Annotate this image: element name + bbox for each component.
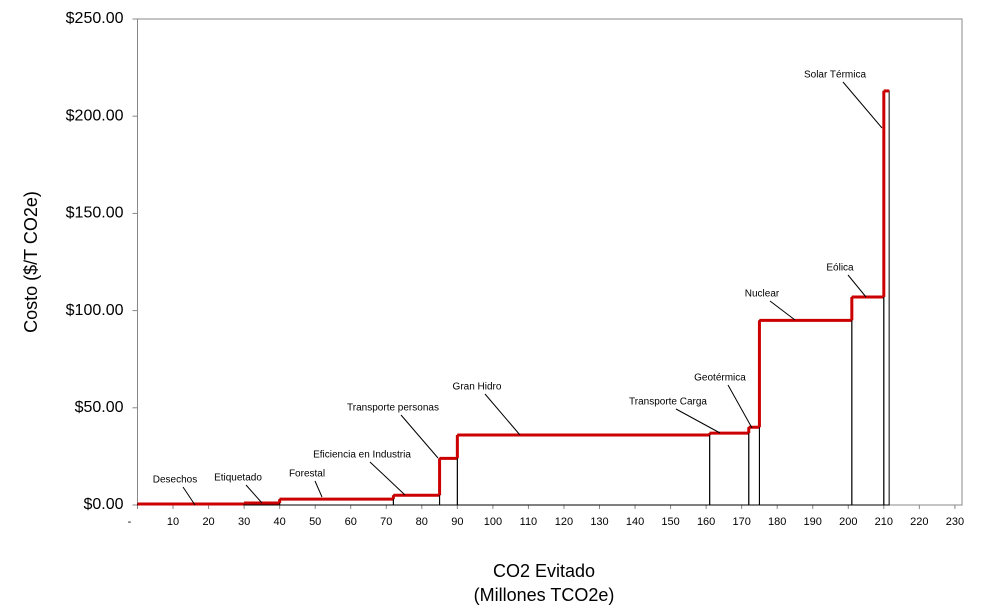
x-tick-label: 60 xyxy=(345,516,357,528)
x-tick-label: 170 xyxy=(732,516,750,528)
x-tick-label: 20 xyxy=(202,516,214,528)
leader-line xyxy=(769,300,796,321)
annotation: Eficiencia en Industria xyxy=(313,450,411,461)
x-tick-label: 140 xyxy=(626,516,644,528)
leader-line xyxy=(182,486,196,506)
leader-line xyxy=(675,408,721,434)
y-tick-label: $0.00 xyxy=(83,496,123,513)
x-tick-label: 150 xyxy=(661,516,679,528)
annotation: Etiquetado xyxy=(214,473,262,484)
step-bar xyxy=(851,296,885,506)
x-tick-label: 70 xyxy=(380,516,392,528)
leader-line xyxy=(314,480,323,498)
leader-line xyxy=(400,414,439,459)
annotation: Geotérmica xyxy=(694,373,746,384)
x-tick-label: 80 xyxy=(416,516,428,528)
step-bar xyxy=(456,434,711,506)
annotation: Nuclear xyxy=(745,289,780,300)
x-tick-label: 220 xyxy=(910,516,928,528)
x-tick-label: - xyxy=(128,516,132,528)
annotation: Forestal xyxy=(289,469,325,480)
leader-line xyxy=(842,81,883,129)
x-tick-label: 190 xyxy=(804,516,822,528)
x-tick-label: 30 xyxy=(238,516,250,528)
x-tick-label: 200 xyxy=(839,516,857,528)
x-tick-label: 160 xyxy=(697,516,715,528)
x-axis-title: (Millones TCO2e) xyxy=(474,585,615,605)
step-bar xyxy=(748,426,760,506)
x-tick-label: 100 xyxy=(484,516,502,528)
leader-line xyxy=(727,384,753,429)
annotation: Solar Térmica xyxy=(804,70,866,81)
x-tick-label: 90 xyxy=(451,516,463,528)
x-tick-label: 40 xyxy=(274,516,286,528)
x-axis-title: CO2 Evitado xyxy=(493,561,595,581)
step-bar xyxy=(439,457,458,506)
x-tick-label: 210 xyxy=(875,516,893,528)
y-tick-label: $150.00 xyxy=(66,205,124,222)
leader-line xyxy=(369,461,406,496)
x-tick-label: 50 xyxy=(309,516,321,528)
y-axis-title: Costo ($/T CO2e) xyxy=(21,191,41,333)
y-tick-label: $100.00 xyxy=(66,302,124,319)
x-tick-label: 120 xyxy=(555,516,573,528)
x-tick-label: 230 xyxy=(946,516,964,528)
leader-line xyxy=(245,484,263,504)
x-tick-label: 130 xyxy=(590,516,608,528)
x-tick-label: 110 xyxy=(520,516,538,528)
annotation: Eólica xyxy=(826,263,854,274)
leader-line xyxy=(847,274,867,298)
leader-line xyxy=(484,393,521,436)
annotation: Gran Hidro xyxy=(453,382,502,393)
step-bar xyxy=(758,319,853,506)
x-tick-label: 10 xyxy=(167,516,179,528)
y-tick-label: $50.00 xyxy=(75,399,124,416)
annotation: Transporte Carga xyxy=(629,397,707,408)
y-tick-label: $250.00 xyxy=(66,10,124,27)
annotation: Desechos xyxy=(153,475,197,486)
annotation: Transporte personas xyxy=(347,403,439,414)
y-tick-label: $200.00 xyxy=(66,107,124,124)
x-tick-label: 180 xyxy=(768,516,786,528)
step-bar xyxy=(709,432,750,506)
